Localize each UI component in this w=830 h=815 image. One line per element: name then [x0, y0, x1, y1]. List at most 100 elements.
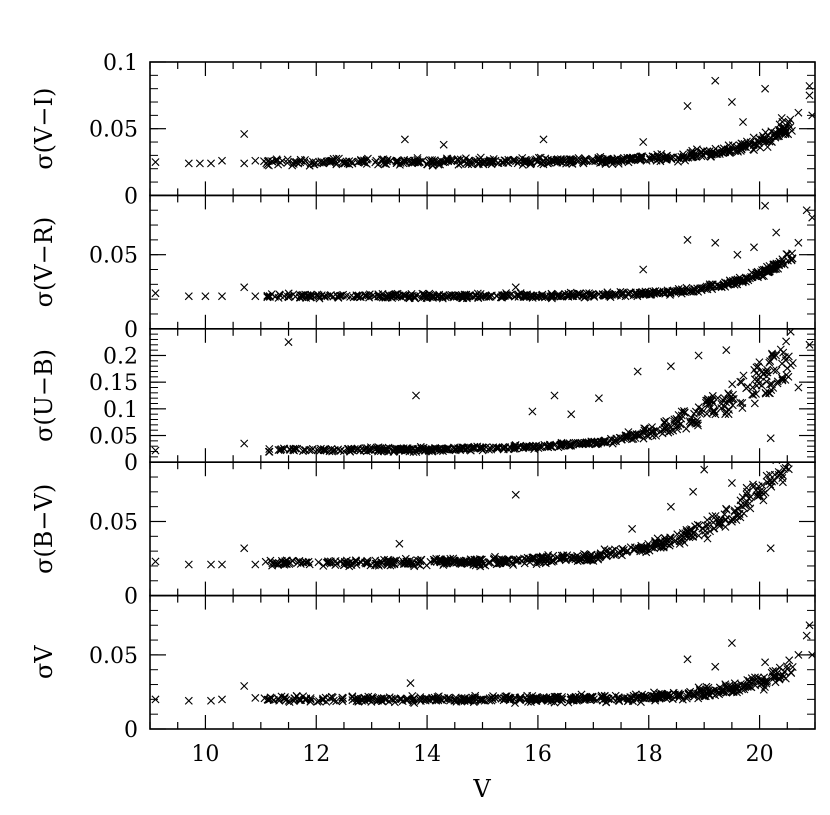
- data-point: [375, 292, 384, 301]
- data-point: [775, 674, 784, 683]
- data-point: [651, 541, 660, 550]
- data-point: [314, 558, 323, 567]
- data-point: [759, 685, 768, 694]
- data-point: [374, 561, 383, 570]
- data-point: [639, 434, 648, 443]
- data-point: [750, 365, 759, 374]
- data-point: [573, 438, 582, 447]
- data-point: [725, 405, 734, 414]
- data-point: [240, 682, 249, 690]
- data-point: [680, 407, 688, 415]
- data-point: [715, 282, 724, 291]
- data-point: [692, 145, 701, 154]
- data-point: [457, 291, 466, 299]
- data-point: [464, 292, 472, 301]
- data-point: [755, 358, 764, 367]
- data-point: [772, 462, 781, 465]
- data-point: [711, 662, 720, 671]
- data-point: [674, 157, 682, 166]
- data-point: [422, 291, 431, 300]
- data-point: [778, 375, 787, 383]
- data-point: [654, 692, 663, 701]
- data-point: [720, 510, 729, 519]
- data-point: [627, 435, 636, 444]
- data-point: [408, 444, 417, 453]
- data-point: [767, 127, 776, 136]
- data-point: [201, 292, 210, 301]
- data-point: [429, 555, 438, 564]
- data-point: [782, 337, 791, 346]
- data-point: [428, 156, 437, 165]
- data-point: [354, 291, 363, 300]
- data-point: [434, 445, 443, 454]
- data-point: [412, 291, 421, 300]
- data-point: [283, 292, 292, 301]
- data-point: [650, 289, 659, 298]
- data-point: [549, 292, 558, 301]
- data-point: [475, 558, 484, 567]
- data-point: [529, 694, 537, 703]
- data-point: [740, 140, 749, 149]
- data-point: [302, 558, 311, 567]
- data-point: [498, 158, 507, 167]
- data-point: [634, 153, 643, 162]
- data-point: [343, 559, 352, 568]
- data-point: [378, 697, 387, 706]
- data-point: [652, 431, 661, 440]
- data-point: [240, 544, 249, 553]
- data-point: [463, 696, 472, 705]
- data-point: [511, 283, 520, 292]
- data-point: [683, 287, 692, 296]
- data-point: [708, 150, 716, 159]
- y-tick-label: 0: [124, 318, 138, 343]
- data-point: [675, 539, 684, 548]
- data-point: [759, 496, 768, 505]
- data-point: [726, 278, 735, 287]
- data-point: [669, 426, 678, 435]
- data-point: [666, 153, 675, 162]
- data-point: [748, 390, 757, 399]
- data-point: [745, 499, 754, 508]
- data-point: [479, 157, 488, 166]
- data-point: [693, 419, 702, 428]
- data-point: [766, 434, 775, 443]
- data-point: [596, 152, 605, 161]
- data-point: [309, 160, 318, 169]
- data-point: [538, 293, 547, 302]
- data-point: [735, 510, 744, 518]
- data-point: [471, 291, 480, 300]
- data-point: [454, 160, 463, 169]
- data-point: [534, 153, 543, 162]
- data-point: [261, 557, 270, 566]
- data-point: [660, 417, 669, 426]
- data-point: [373, 695, 382, 704]
- data-point: [528, 407, 537, 416]
- data-point: [535, 558, 544, 567]
- data-point: [808, 213, 815, 222]
- data-point: [525, 442, 534, 451]
- data-point: [805, 91, 814, 100]
- data-point: [577, 554, 586, 563]
- data-point: [794, 650, 803, 659]
- data-point: [618, 291, 627, 299]
- data-point: [439, 561, 448, 569]
- data-point: [661, 289, 670, 298]
- data-point: [628, 694, 637, 703]
- data-point: [690, 285, 699, 293]
- data-point: [777, 123, 786, 132]
- data-point: [748, 383, 757, 392]
- data-point: [506, 695, 515, 704]
- data-point: [488, 157, 497, 166]
- data-point: [478, 695, 487, 704]
- data-point: [657, 150, 666, 158]
- data-point: [394, 445, 403, 454]
- data-point: [460, 696, 469, 705]
- data-point: [788, 663, 797, 671]
- data-point: [763, 676, 771, 684]
- data-point: [763, 478, 772, 487]
- data-point: [345, 160, 354, 169]
- data-point: [476, 293, 485, 302]
- data-point: [746, 140, 755, 149]
- data-point: [283, 158, 292, 167]
- data-point: [456, 446, 465, 455]
